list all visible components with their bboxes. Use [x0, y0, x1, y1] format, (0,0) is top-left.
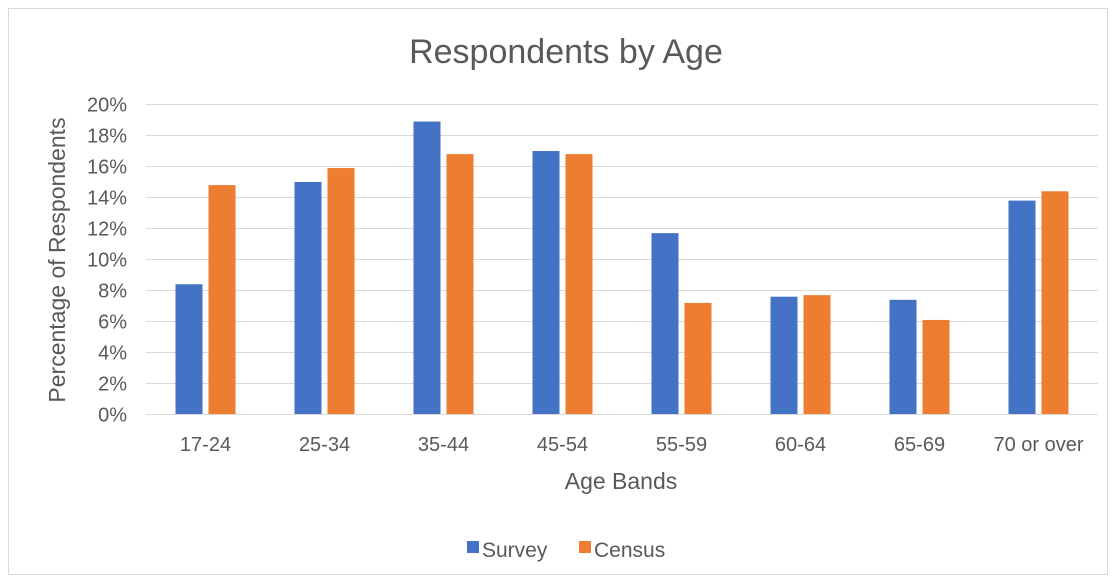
bar-survey	[1008, 200, 1036, 415]
y-tick-label: 8%	[98, 281, 127, 303]
y-tick-label: 0%	[98, 405, 127, 427]
gridlines	[146, 104, 1098, 384]
bar-survey	[175, 284, 203, 415]
bar-survey	[651, 233, 679, 415]
y-tick-label: 18%	[87, 126, 127, 148]
x-axis-title: Age Bands	[565, 468, 678, 494]
x-tick-label: 17-24	[180, 434, 231, 456]
bar-survey	[413, 121, 441, 415]
y-axis-ticks: 0% 2% 4% 6% 8% 10% 12% 14% 16% 18% 20%	[87, 95, 127, 427]
y-tick-label: 16%	[87, 157, 127, 179]
legend-swatch-census	[579, 541, 591, 553]
x-tick-label: 65-69	[894, 434, 945, 456]
y-tick-label: 12%	[87, 219, 127, 241]
bar-census	[327, 168, 355, 415]
bar-survey	[770, 296, 798, 415]
x-tick-label: 45-54	[537, 434, 588, 456]
bars	[175, 121, 1069, 415]
bar-census	[1041, 191, 1069, 415]
y-tick-label: 6%	[98, 312, 127, 334]
legend: Survey Census	[467, 539, 665, 562]
bar-census	[922, 319, 950, 415]
y-tick-label: 4%	[98, 343, 127, 365]
bar-census	[803, 295, 831, 415]
bar-census	[684, 302, 712, 415]
legend-swatch-survey	[467, 541, 479, 553]
x-tick-label: 55-59	[656, 434, 707, 456]
bar-census	[208, 185, 236, 415]
x-tick-label: 70 or over	[993, 434, 1083, 456]
x-tick-label: 25-34	[299, 434, 350, 456]
x-tick-label: 60-64	[775, 434, 826, 456]
y-axis-title: Percentage of Respondents	[44, 117, 70, 402]
bar-survey	[294, 182, 322, 415]
y-tick-label: 14%	[87, 188, 127, 210]
bar-survey	[532, 151, 560, 415]
bar-census	[565, 154, 593, 415]
bar-census	[446, 154, 474, 415]
chart-title: Respondents by Age	[409, 33, 723, 71]
y-tick-label: 2%	[98, 374, 127, 396]
legend-label-survey: Survey	[482, 539, 548, 562]
y-tick-label: 20%	[87, 95, 127, 117]
legend-label-census: Census	[594, 539, 665, 562]
bar-survey	[889, 299, 917, 415]
x-axis-ticks: 17-24 25-34 35-44 45-54 55-59 60-64 65-69 70 or…	[180, 434, 1084, 456]
x-tick-label: 35-44	[418, 434, 469, 456]
y-tick-label: 10%	[87, 250, 127, 272]
